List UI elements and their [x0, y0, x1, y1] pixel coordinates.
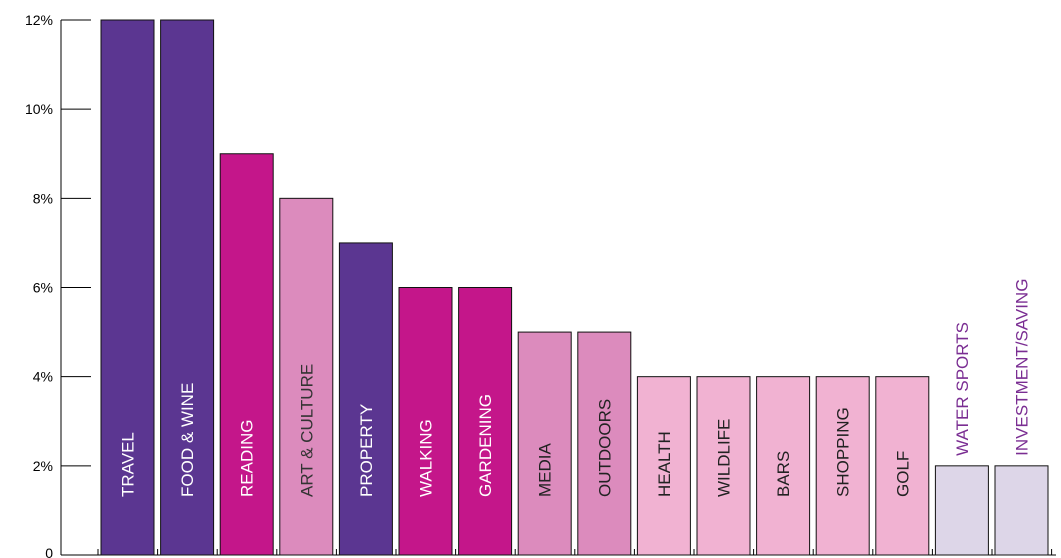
- bar-label: OUTDOORS: [595, 399, 614, 497]
- bar-label: BARS: [774, 451, 793, 497]
- bar-label: SHOPPING: [834, 407, 853, 497]
- bar: [994, 465, 1049, 556]
- bar-label: ART & CULTURE: [297, 364, 316, 497]
- y-tick-label: 12%: [25, 12, 53, 28]
- chart-bars: [100, 19, 1049, 556]
- bar-label: WALKING: [417, 419, 436, 497]
- y-tick-label: 0: [45, 545, 53, 558]
- bar: [934, 465, 989, 556]
- bar-label: PROPERTY: [357, 404, 376, 497]
- bar-label: INVESTMENT/SAVING: [1013, 279, 1032, 456]
- bar: [398, 287, 453, 556]
- y-tick-label: 4%: [33, 369, 53, 385]
- bar-label: TRAVEL: [119, 432, 138, 497]
- bar: [815, 376, 870, 556]
- bar-label: FOOD & WINE: [178, 383, 197, 497]
- bar: [756, 376, 811, 556]
- bar: [636, 376, 691, 556]
- y-tick-label: 10%: [25, 101, 53, 117]
- bar: [517, 331, 572, 556]
- bar-label: GOLF: [893, 451, 912, 497]
- bar-label: GARDENING: [476, 394, 495, 497]
- bar-label: WATER SPORTS: [953, 322, 972, 456]
- bar-label: HEALTH: [655, 431, 674, 497]
- y-tick-label: 2%: [33, 458, 53, 474]
- bar: [458, 287, 513, 556]
- bar: [219, 153, 274, 556]
- bar: [696, 376, 751, 556]
- bar: [279, 197, 334, 556]
- bar: [338, 242, 393, 556]
- y-tick-label: 6%: [33, 280, 53, 296]
- bar: [577, 331, 632, 556]
- bar: [160, 19, 215, 556]
- bar-label: MEDIA: [536, 443, 555, 498]
- y-tick-label: 8%: [33, 190, 53, 206]
- bar: [875, 376, 930, 556]
- bar: [100, 19, 155, 556]
- chart-bar-labels: TRAVEL FOOD & WINE READING ART & CULTURE PRO…: [119, 279, 1032, 497]
- bar-label: READING: [238, 420, 257, 497]
- bar-label: WILDLIFE: [715, 419, 734, 497]
